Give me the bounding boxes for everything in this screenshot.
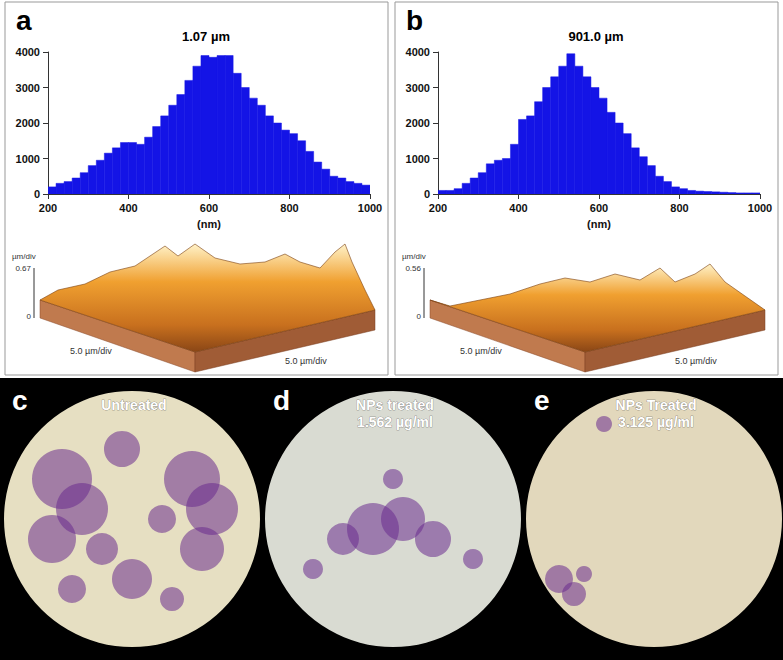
svg-text:a: a (16, 5, 32, 36)
svg-text:0.67: 0.67 (15, 264, 31, 273)
svg-text:0.56: 0.56 (405, 264, 421, 273)
svg-text:NPs Treated: NPs Treated (616, 397, 697, 413)
svg-text:1000: 1000 (16, 153, 40, 165)
svg-text:4000: 4000 (406, 46, 430, 58)
svg-text:µm/div: µm/div (402, 252, 426, 261)
svg-text:d: d (273, 385, 290, 416)
svg-text:0: 0 (417, 312, 422, 321)
svg-text:2000: 2000 (16, 117, 40, 129)
svg-text:0: 0 (34, 188, 40, 200)
svg-text:(nm): (nm) (587, 218, 611, 230)
svg-text:1000: 1000 (358, 202, 382, 214)
svg-text:1.07 µm: 1.07 µm (182, 29, 230, 44)
svg-text:e: e (534, 385, 550, 416)
svg-text:5.0 µm/div: 5.0 µm/div (285, 356, 327, 366)
svg-text:c: c (12, 385, 28, 416)
svg-text:Untreated: Untreated (101, 397, 166, 413)
svg-text:800: 800 (280, 202, 298, 214)
svg-text:5.0 µm/div: 5.0 µm/div (460, 346, 502, 356)
svg-text:1000: 1000 (406, 153, 430, 165)
svg-text:NPs treated: NPs treated (356, 397, 434, 413)
svg-text:(nm): (nm) (197, 218, 221, 230)
svg-text:800: 800 (670, 202, 688, 214)
svg-text:1.562 µg/ml: 1.562 µg/ml (357, 414, 433, 430)
svg-text:600: 600 (590, 202, 608, 214)
svg-text:µm/div: µm/div (12, 252, 36, 261)
svg-text:2000: 2000 (406, 117, 430, 129)
svg-text:3000: 3000 (16, 82, 40, 94)
svg-text:3000: 3000 (406, 82, 430, 94)
svg-text:b: b (406, 5, 423, 36)
svg-text:200: 200 (39, 202, 57, 214)
svg-text:4000: 4000 (16, 46, 40, 58)
svg-text:1000: 1000 (748, 202, 772, 214)
svg-text:0: 0 (27, 312, 32, 321)
svg-text:600: 600 (200, 202, 218, 214)
svg-text:400: 400 (509, 202, 527, 214)
svg-text:5.0 µm/div: 5.0 µm/div (675, 356, 717, 366)
svg-text:0: 0 (424, 188, 430, 200)
svg-text:200: 200 (429, 202, 447, 214)
svg-text:5.0 µm/div: 5.0 µm/div (70, 346, 112, 356)
svg-text:400: 400 (119, 202, 137, 214)
svg-text:3.125 µg/ml: 3.125 µg/ml (618, 414, 694, 430)
svg-text:901.0 µm: 901.0 µm (568, 29, 623, 44)
